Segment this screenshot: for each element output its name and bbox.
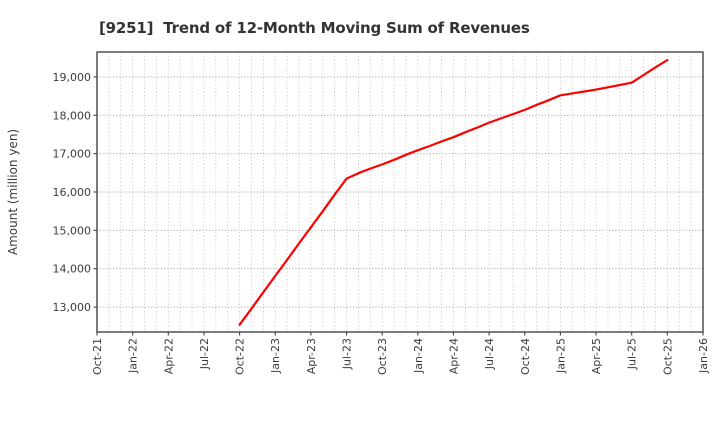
plot-border [96, 51, 704, 333]
y-tick-label: 19,000 [53, 71, 92, 84]
y-tick-label: 18,000 [53, 109, 92, 122]
plot-generated-content: Oct-21 Jan-22 Apr-22 Jul-22 Oct-22 Jan-23 Apr-… [53, 51, 710, 375]
y-tick-label: 13,000 [53, 301, 92, 314]
x-tick-label: Oct-21 [91, 338, 104, 375]
x-tick-label: Jan-24 [412, 338, 425, 374]
x-tick-label: Jul-23 [341, 338, 354, 370]
x-tick-label: Jan-25 [554, 338, 567, 374]
x-tick-label: Jul-24 [483, 338, 496, 370]
x-tick-label: Jul-25 [626, 338, 639, 370]
x-tick-label: Apr-23 [305, 338, 318, 374]
x-tick-label: Oct-24 [519, 338, 532, 375]
y-axis-label: Amount (million yen) [6, 129, 20, 255]
x-tick-label: Apr-24 [447, 338, 460, 374]
x-tick-label: Oct-22 [234, 338, 247, 375]
y-tick-label: 14,000 [53, 263, 92, 276]
x-tick-label: Apr-25 [590, 338, 603, 374]
revenue-line [238, 59, 669, 326]
x-tick-label: Jan-26 [697, 338, 710, 374]
x-tick-label: Oct-23 [376, 338, 389, 375]
x-tick-label: Oct-25 [661, 338, 674, 375]
x-tick-label: Apr-22 [162, 338, 175, 374]
y-tick-label: 17,000 [53, 148, 92, 161]
x-tick-label: Jan-23 [269, 338, 282, 374]
x-tick-label: Jul-22 [198, 338, 211, 370]
y-tick-label: 15,000 [53, 224, 92, 237]
x-tick-label: Jan-22 [127, 338, 140, 374]
y-tick-label: 16,000 [53, 186, 92, 199]
chart-title: [9251] Trend of 12-Month Moving Sum of R… [99, 19, 530, 37]
